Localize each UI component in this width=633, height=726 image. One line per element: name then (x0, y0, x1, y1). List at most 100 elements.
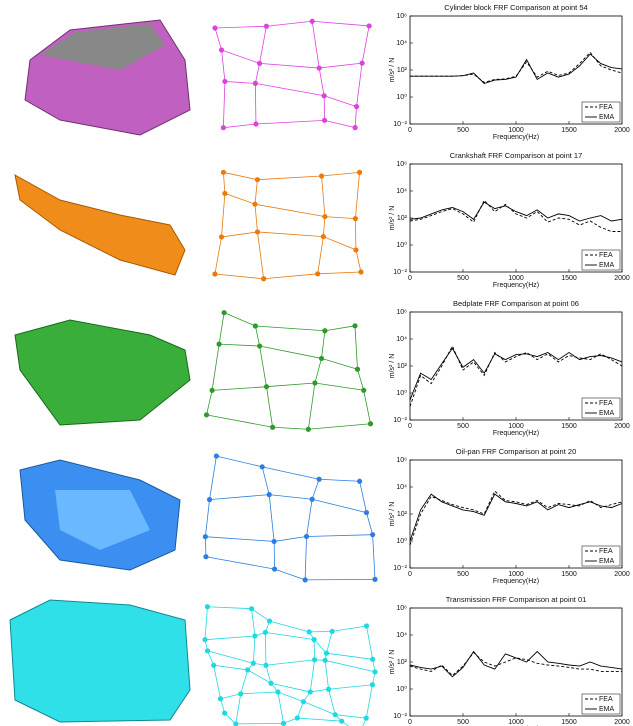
frf-line (410, 491, 622, 545)
wire-node (319, 173, 324, 178)
legend-label: EMA (599, 114, 615, 121)
wire-edge (355, 172, 359, 218)
wire-edge (222, 50, 260, 63)
wire-edge (329, 689, 336, 714)
wire-edge (356, 250, 361, 272)
wire-edge (224, 313, 255, 326)
wire-edge (210, 495, 270, 500)
y-tick-label: 10⁶ (396, 605, 407, 612)
wire-edge (364, 390, 371, 423)
y-axis-label: m/s² / N (389, 502, 396, 527)
y-tick-label: 10⁻² (393, 565, 407, 572)
x-axis-label: Frequency(Hz) (493, 134, 539, 141)
wire-edge (323, 217, 325, 237)
legend-label: FEA (599, 400, 613, 407)
frf-line (410, 52, 622, 82)
wire-edge (205, 537, 274, 542)
wire-edge (255, 326, 324, 331)
wire-node (218, 696, 223, 701)
wire-node (353, 125, 358, 130)
wire-edge (266, 387, 272, 428)
wire-edge (262, 467, 319, 479)
wire-node (268, 681, 273, 686)
wire-edge (312, 21, 319, 68)
legend-label: EMA (599, 410, 615, 417)
wire-node (219, 234, 224, 239)
wire-edge (318, 237, 324, 274)
x-tick-label: 0 (408, 275, 412, 282)
wire-edge (355, 326, 357, 369)
wire-node (238, 691, 243, 696)
wire-node (221, 170, 226, 175)
wire-node (212, 25, 217, 30)
frf-line (410, 54, 622, 83)
wire-edge (207, 415, 273, 427)
wire-edge (274, 536, 306, 541)
wire-node (323, 658, 328, 663)
transmission-render (10, 600, 190, 722)
wire-edge (278, 692, 303, 702)
wire-node (352, 323, 357, 328)
wire-edge (327, 653, 373, 659)
wire-node (210, 388, 215, 393)
wire-node (275, 689, 280, 694)
wire-node (308, 689, 313, 694)
wire-edge (225, 193, 255, 204)
y-tick-label: 10⁰ (396, 93, 407, 101)
frf-line (410, 200, 622, 231)
chart-title: Cylinder block FRF Comparison at point 5… (444, 3, 587, 12)
wire-node (252, 633, 257, 638)
x-tick-label: 1000 (508, 571, 524, 578)
wire-node (221, 125, 226, 130)
legend-label: FEA (599, 548, 613, 555)
wire-edge (219, 344, 260, 346)
x-tick-label: 1000 (508, 719, 524, 726)
x-axis-label: Frequency(Hz) (493, 578, 539, 585)
x-tick-label: 2000 (614, 275, 630, 282)
wire-edge (355, 107, 356, 128)
wire-node (370, 657, 375, 662)
wire-node (321, 234, 326, 239)
wire-node (355, 367, 360, 372)
wire-edge (214, 665, 248, 670)
wire-node (330, 629, 335, 634)
wire-edge (312, 479, 319, 499)
wire-edge (325, 120, 356, 127)
wire-node (322, 328, 327, 333)
wire-node (367, 23, 372, 28)
wire-edge (225, 81, 255, 83)
wire-node (315, 271, 320, 276)
wire-node (310, 497, 315, 502)
wire-node (253, 323, 258, 328)
wire-edge (360, 481, 367, 512)
wire-edge (222, 193, 225, 237)
wire-node (281, 721, 286, 726)
wire-edge (207, 607, 251, 609)
wire-node (304, 534, 309, 539)
wire-edge (266, 21, 312, 26)
wire-edge (205, 636, 255, 640)
wire-node (317, 477, 322, 482)
wire-edge (357, 369, 363, 390)
x-tick-label: 0 (408, 423, 412, 430)
wire-edge (325, 217, 355, 219)
wire-edge (315, 383, 364, 390)
legend-label: EMA (599, 706, 615, 713)
wire-edge (270, 621, 310, 632)
wire-edge (319, 68, 324, 96)
wire-node (326, 687, 331, 692)
wire-edge (318, 272, 361, 274)
frf-line (410, 202, 622, 221)
wire-node (301, 699, 306, 704)
wire-edge (223, 81, 225, 127)
wire-node (251, 661, 256, 666)
x-tick-label: 500 (457, 275, 469, 282)
legend-label: EMA (599, 558, 615, 565)
wire-edge (305, 579, 375, 580)
wire-edge (205, 500, 209, 537)
x-tick-label: 2000 (614, 423, 630, 430)
legend-label: FEA (599, 252, 613, 259)
x-axis-label: Frequency(Hz) (493, 282, 539, 289)
wire-node (204, 412, 209, 417)
wire-edge (252, 609, 270, 621)
